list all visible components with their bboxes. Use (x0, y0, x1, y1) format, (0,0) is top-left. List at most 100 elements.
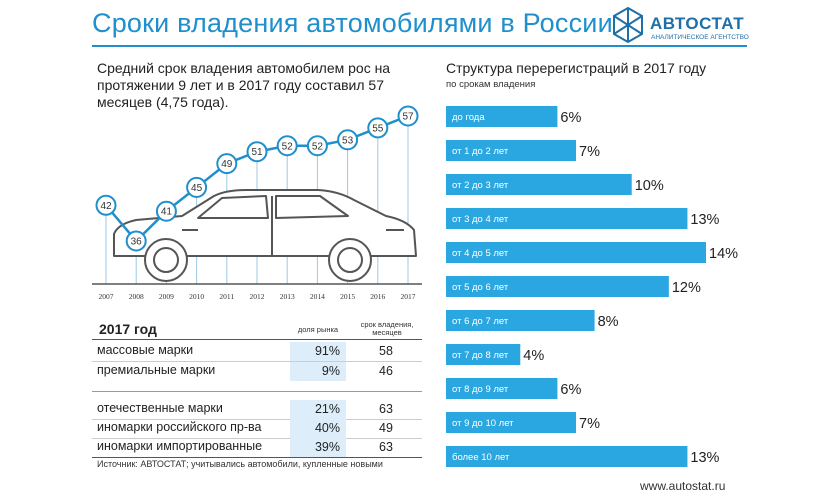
bar (446, 310, 595, 331)
x-tick-label: 2010 (189, 292, 204, 301)
x-tick-label: 2011 (219, 292, 234, 301)
table-row: отечественные марки 21% 63 (92, 400, 422, 419)
data-point-marker (95, 194, 117, 216)
row-name: премиальные марки (97, 363, 216, 377)
reregistration-bar-chart: до года 6% от 1 до 2 лет 7% от 2 до 3 лет 10%… (446, 106, 738, 467)
bar-category-label: от 9 до 10 лет (452, 418, 514, 429)
bar-value-label: 14% (709, 246, 738, 262)
data-point-label: 36 (131, 237, 143, 248)
x-tick-label: 2009 (159, 292, 174, 301)
row-months: 58 (379, 344, 393, 358)
bar-value-label: 10% (635, 178, 664, 194)
data-point-label: 57 (402, 112, 414, 123)
data-point-label: 45 (191, 183, 203, 194)
row-name: отечественные марки (97, 401, 223, 415)
row-months: 46 (379, 364, 393, 378)
data-point-label: 51 (251, 147, 263, 158)
row-months: 63 (379, 402, 393, 416)
data-point-marker (155, 200, 177, 222)
header-rule (92, 45, 747, 47)
data-point-label: 41 (161, 207, 173, 218)
data-point-marker (125, 230, 147, 252)
row-divider (92, 361, 422, 362)
table-row: премиальные марки 9% 46 (92, 362, 422, 381)
bar-category-label: от 3 до 4 лет (452, 214, 509, 225)
bar-value-label: 13% (690, 212, 719, 228)
ownership-line-chart: 42 36 41 45 49 51 52 52 53 55 57 2007 2008 2009 2010 2… (92, 105, 422, 301)
logo-name: АВТОСТАТ (650, 14, 745, 33)
autostat-logo: АВТОСТАТ АНАЛИТИЧЕСКОЕ АГЕНТСТВО (610, 4, 749, 48)
bar-chart-title: Структура перерегистраций в 2017 году (446, 60, 707, 76)
row-name: иномарки российского пр-ва (97, 420, 262, 434)
bar (446, 208, 688, 229)
bar-category-label: от 5 до 6 лет (452, 282, 509, 293)
bar-category-label: от 1 до 2 лет (452, 146, 509, 157)
x-tick-label: 2016 (370, 292, 385, 301)
row-share: 91% (290, 342, 346, 361)
bar-category-label: более 10 лет (452, 452, 510, 463)
bar-category-label: от 6 до 7 лет (452, 316, 509, 327)
data-point-label: 49 (221, 159, 233, 170)
bar-category-label: от 7 до 8 лет (452, 350, 509, 361)
data-point-label: 42 (100, 201, 112, 212)
row-share: 9% (290, 362, 346, 381)
table-row: иномарки российского пр-ва 40% 49 (92, 419, 422, 438)
row-name: иномарки импортированные (97, 439, 263, 453)
row-divider (92, 419, 422, 420)
bar-value-label: 7% (579, 144, 600, 160)
data-point-marker (306, 135, 328, 157)
car-silhouette (113, 189, 417, 282)
table-title: 2017 год (99, 321, 157, 337)
logo-subtitle: АНАЛИТИЧЕСКОЕ АГЕНТСТВО (651, 34, 749, 41)
bar (446, 412, 576, 433)
x-tick-label: 2017 (401, 292, 416, 301)
row-share: 21% (290, 400, 346, 419)
bar-value-label: 6% (560, 110, 581, 126)
bar-value-label: 6% (560, 382, 581, 398)
bar (446, 242, 706, 263)
bar (446, 106, 558, 127)
row-divider (92, 438, 422, 439)
row-months: 63 (379, 440, 393, 454)
page-title: Сроки владения автомобилями в России (92, 8, 613, 38)
data-point-marker (397, 105, 419, 127)
data-point-marker (246, 141, 268, 163)
bar-value-label: 4% (523, 348, 544, 364)
col-header-months: срок владения, месяцев (360, 320, 414, 337)
row-name: массовые марки (97, 343, 194, 357)
table-row: массовые марки 91% 58 (92, 342, 422, 361)
bar-value-label: 7% (579, 416, 600, 432)
data-point-label: 52 (312, 141, 324, 152)
bar-category-label: от 4 до 5 лет (452, 248, 509, 259)
bar (446, 378, 558, 399)
row-months: 49 (379, 421, 393, 435)
bar-value-label: 13% (690, 450, 719, 466)
site-url[interactable]: www.autostat.ru (640, 479, 726, 493)
bar-category-label: до года (452, 112, 485, 123)
bar-category-label: от 2 до 3 лет (452, 180, 509, 191)
source-note: Источник: АВТОСТАТ; учитывались автомоби… (97, 459, 383, 469)
x-tick-label: 2007 (99, 292, 114, 301)
x-tick-label: 2012 (250, 292, 265, 301)
group-divider (92, 391, 422, 392)
data-point-marker (186, 176, 208, 198)
data-point-marker (216, 153, 238, 175)
x-tick-label: 2013 (280, 292, 295, 301)
table-bottom-rule (92, 457, 422, 458)
logo-snowflake-icon (613, 6, 643, 44)
bar (446, 174, 632, 195)
bar-value-label: 8% (598, 314, 619, 330)
bar (446, 446, 688, 467)
data-point-marker (276, 135, 298, 157)
bar (446, 276, 669, 297)
intro-text: Средний срок владения автомобилем рос на… (97, 60, 391, 110)
bar-chart-subtitle: по срокам владения (446, 79, 536, 90)
row-share: 39% (290, 438, 346, 457)
bar (446, 344, 521, 365)
x-tick-label: 2014 (310, 292, 325, 301)
data-point-marker (337, 129, 359, 151)
bar (446, 140, 576, 161)
bar-category-label: от 8 до 9 лет (452, 384, 509, 395)
bar-value-label: 12% (672, 280, 701, 296)
data-point-label: 53 (342, 135, 354, 146)
